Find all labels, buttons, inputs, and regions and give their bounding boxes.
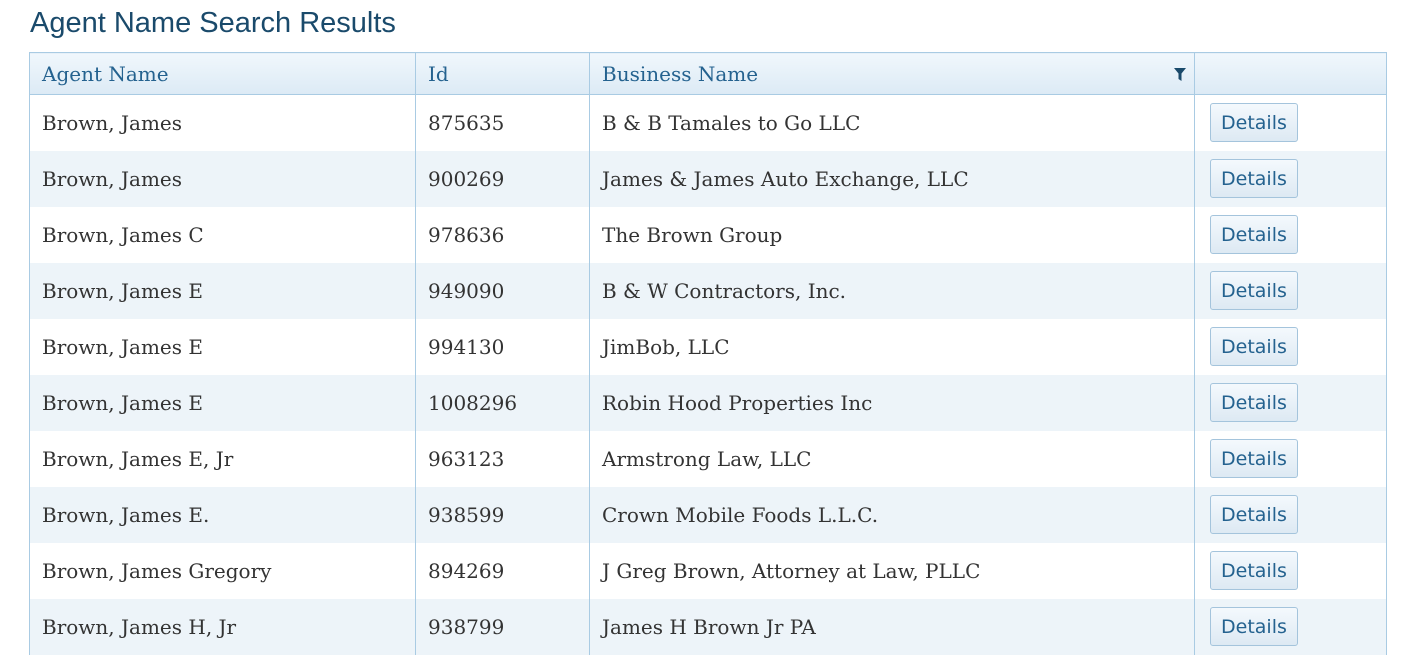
business-name-cell: B & W Contractors, Inc.: [589, 262, 1195, 319]
table-row[interactable]: Brown, James Gregory 894269 J Greg Brown, …: [29, 542, 1387, 599]
table-row[interactable]: Brown, James E 1008296 Robin Hood Properti…: [29, 374, 1387, 431]
id-cell: 949090: [415, 262, 590, 319]
actions-cell: Details: [1194, 94, 1387, 151]
table-row[interactable]: Brown, James 900269 James & James Auto Exc…: [29, 150, 1387, 207]
business-name-cell: The Brown Group: [589, 206, 1195, 263]
actions-cell: Details: [1194, 486, 1387, 543]
table-row[interactable]: Brown, James E 949090 B & W Contractors, I…: [29, 262, 1387, 319]
agent-name-cell: Brown, James Gregory: [29, 542, 416, 599]
table-row[interactable]: Brown, James H, Jr 938799 James H Brown Jr…: [29, 598, 1387, 655]
column-header-business-name-label: Business Name: [602, 61, 759, 86]
business-name-cell: Robin Hood Properties Inc: [589, 374, 1195, 431]
id-cell: 894269: [415, 542, 590, 599]
header-row: Agent Name Id Business Name: [29, 52, 1387, 95]
actions-cell: Details: [1194, 374, 1387, 431]
agent-name-cell: Brown, James E: [29, 318, 416, 375]
business-name-cell: Crown Mobile Foods L.L.C.: [589, 486, 1195, 543]
details-button[interactable]: Details: [1210, 439, 1298, 478]
table-row[interactable]: Brown, James E 994130 JimBob, LLC Details: [29, 318, 1387, 375]
agent-name-cell: Brown, James C: [29, 206, 416, 263]
details-button[interactable]: Details: [1210, 551, 1298, 590]
column-header-actions: [1194, 52, 1387, 95]
actions-cell: Details: [1194, 318, 1387, 375]
filter-icon[interactable]: [1174, 68, 1186, 81]
actions-cell: Details: [1194, 598, 1387, 655]
business-name-cell: J Greg Brown, Attorney at Law, PLLC: [589, 542, 1195, 599]
details-button[interactable]: Details: [1210, 159, 1298, 198]
column-header-agent-name[interactable]: Agent Name: [29, 52, 416, 95]
business-name-cell: James & James Auto Exchange, LLC: [589, 150, 1195, 207]
actions-cell: Details: [1194, 542, 1387, 599]
details-button[interactable]: Details: [1210, 607, 1298, 646]
agent-name-cell: Brown, James E: [29, 262, 416, 319]
agent-name-cell: Brown, James: [29, 94, 416, 151]
table-row[interactable]: Brown, James E. 938599 Crown Mobile Foods …: [29, 486, 1387, 543]
id-cell: 963123: [415, 430, 590, 487]
table-row[interactable]: Brown, James 875635 B & B Tamales to Go LL…: [29, 94, 1387, 151]
actions-cell: Details: [1194, 150, 1387, 207]
details-button[interactable]: Details: [1210, 327, 1298, 366]
id-cell: 938799: [415, 598, 590, 655]
id-cell: 994130: [415, 318, 590, 375]
agent-name-cell: Brown, James E.: [29, 486, 416, 543]
details-button[interactable]: Details: [1210, 383, 1298, 422]
agent-name-cell: Brown, James H, Jr: [29, 598, 416, 655]
agent-name-cell: Brown, James E: [29, 374, 416, 431]
table-body: Brown, James 875635 B & B Tamales to Go LL…: [29, 94, 1387, 655]
details-button[interactable]: Details: [1210, 271, 1298, 310]
table-header: Agent Name Id Business Name: [29, 52, 1387, 95]
id-cell: 1008296: [415, 374, 590, 431]
results-table: Agent Name Id Business Name Brown, James…: [29, 52, 1387, 655]
column-header-id[interactable]: Id: [415, 52, 590, 95]
business-name-cell: James H Brown Jr PA: [589, 598, 1195, 655]
business-name-cell: Armstrong Law, LLC: [589, 430, 1195, 487]
business-name-cell: JimBob, LLC: [589, 318, 1195, 375]
column-header-business-name[interactable]: Business Name: [589, 52, 1195, 95]
id-cell: 875635: [415, 94, 590, 151]
agent-name-cell: Brown, James: [29, 150, 416, 207]
page-title: Agent Name Search Results: [30, 7, 396, 39]
actions-cell: Details: [1194, 262, 1387, 319]
business-name-cell: B & B Tamales to Go LLC: [589, 94, 1195, 151]
details-button[interactable]: Details: [1210, 495, 1298, 534]
details-button[interactable]: Details: [1210, 103, 1298, 143]
table-row[interactable]: Brown, James E, Jr 963123 Armstrong Law, L…: [29, 430, 1387, 487]
actions-cell: Details: [1194, 430, 1387, 487]
agent-name-cell: Brown, James E, Jr: [29, 430, 416, 487]
table-row[interactable]: Brown, James C 978636 The Brown Group Detai…: [29, 206, 1387, 263]
actions-cell: Details: [1194, 206, 1387, 263]
id-cell: 978636: [415, 206, 590, 263]
details-button[interactable]: Details: [1210, 215, 1298, 254]
id-cell: 900269: [415, 150, 590, 207]
id-cell: 938599: [415, 486, 590, 543]
